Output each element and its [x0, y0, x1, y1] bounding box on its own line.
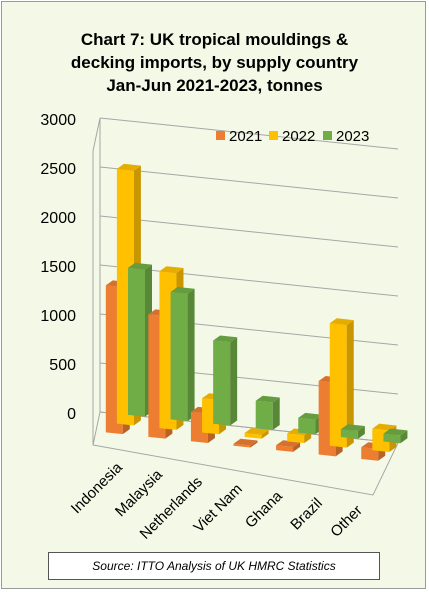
gridline: [99, 166, 399, 199]
source-note: Source: ITTO Analysis of UK HMRC Statist…: [48, 552, 380, 580]
bar-2022-viet-nam: [244, 428, 269, 439]
bar-2023-malaysia: [170, 286, 195, 422]
bar-side-face: [346, 320, 354, 448]
bar-front-face: [213, 340, 231, 426]
bar-top-face: [383, 428, 408, 436]
chart-title-line-2: decking imports, by supply country: [70, 53, 359, 72]
bar-side-face: [293, 441, 301, 452]
bar-front-face: [276, 445, 294, 452]
y-tick-label: 500: [49, 357, 76, 374]
bar-top-face: [128, 262, 152, 270]
chart-title-line-3: Jan-Jun 2021-2023, tonnes: [106, 76, 323, 95]
bar-front-face: [255, 400, 273, 430]
bars: [105, 163, 408, 461]
y-tick-label: 2500: [40, 161, 76, 178]
bar-front-face: [287, 433, 305, 444]
bar-front-face: [298, 417, 316, 435]
legend-swatch-2021: [216, 131, 225, 140]
bar-2023-brazil: [340, 424, 365, 439]
bar-2023-other: [383, 428, 408, 444]
bar-top-face: [159, 266, 184, 274]
bar-side-face: [261, 429, 269, 439]
bar-top-face: [244, 428, 269, 435]
bar-top-face: [329, 318, 354, 326]
bar-front-face: [340, 429, 358, 439]
bar-top-face: [255, 395, 280, 403]
bar-2023-netherlands: [213, 335, 238, 426]
bar-top-face: [340, 424, 365, 431]
bar-front-face: [128, 267, 145, 417]
bar-side-face: [187, 288, 195, 422]
legend: 2021 2022 2023: [216, 128, 369, 145]
bar-front-face: [244, 433, 262, 439]
legend-swatch-2023: [323, 131, 332, 140]
bar-front-face: [329, 323, 347, 448]
bar-top-face: [213, 335, 238, 343]
y-tick-label: 1000: [40, 308, 76, 325]
y-tick-label: 0: [67, 406, 76, 423]
bar-top-face: [116, 163, 141, 171]
bar-top-face: [170, 286, 195, 294]
legend-label-2022: 2022: [282, 128, 315, 145]
legend-label-2023: 2023: [336, 128, 369, 145]
y-tick-label: 2000: [40, 210, 76, 227]
bar-top-face: [233, 438, 258, 446]
gridline: [99, 117, 399, 150]
bar-front-face: [383, 433, 401, 444]
gridline: [99, 215, 399, 248]
x-tick-label: Brazil: [287, 495, 326, 534]
bar-side-face: [357, 425, 365, 439]
bar-2023-viet-nam: [255, 395, 280, 430]
bar-side-face: [400, 430, 408, 444]
bar-front-face: [170, 291, 188, 422]
side-wall-top: [92, 117, 101, 152]
chart-title-line-1: Chart 7: UK tropical mouldings &: [80, 30, 349, 49]
legend-label-2021: 2021: [229, 128, 262, 145]
y-tick-label: 3000: [40, 112, 76, 129]
bar-side-face: [250, 440, 258, 448]
bar-top-face: [298, 412, 323, 420]
x-tick-label: Ghana: [242, 487, 286, 531]
bar-front-face: [233, 443, 251, 448]
y-tick-label: 1500: [40, 259, 76, 276]
bar-2021-viet-nam: [233, 438, 258, 448]
bar-side-face: [230, 337, 238, 426]
legend-swatch-2022: [269, 131, 278, 140]
bar-front-face: [361, 447, 379, 461]
bar-side-face: [272, 397, 280, 430]
chart-floor: [92, 411, 399, 496]
bar-2022-brazil: [329, 318, 354, 448]
x-tick-label: Other: [327, 502, 366, 541]
y-tick-labels: 0 500 1000 1500 2000 2500 3000: [40, 112, 76, 423]
